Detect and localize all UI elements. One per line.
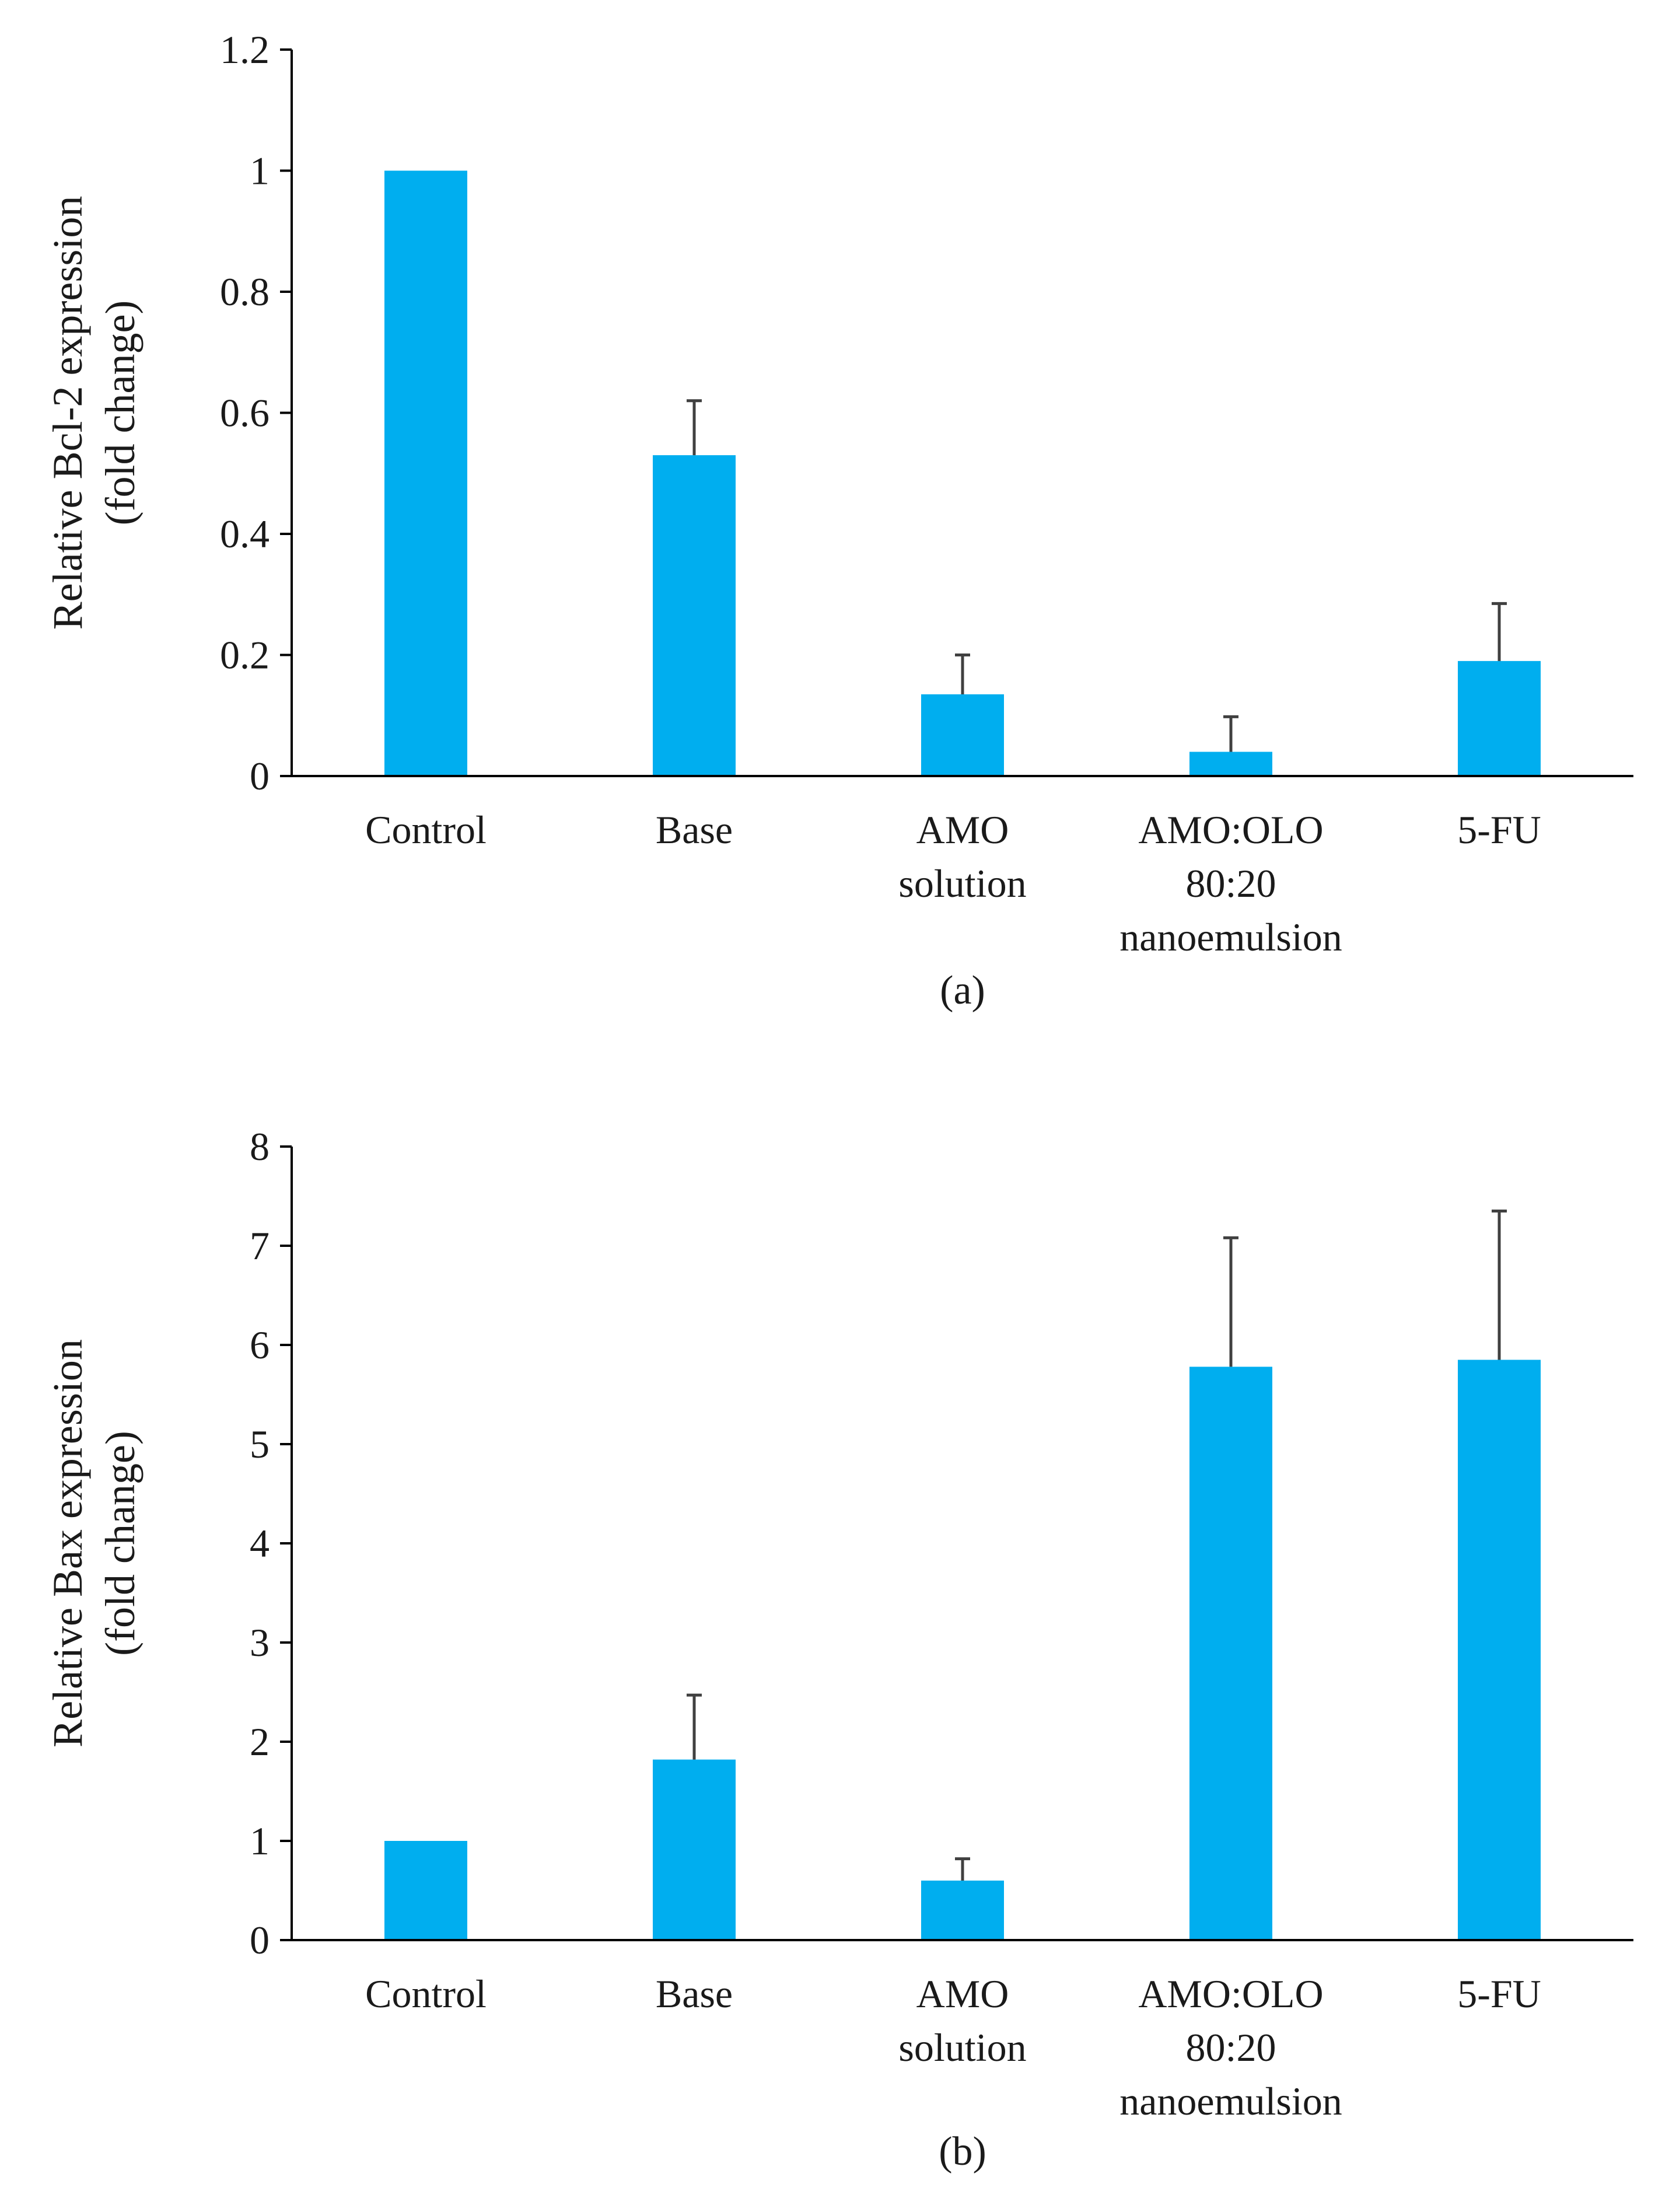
x-category-label: nanoemulsion xyxy=(1119,2079,1342,2123)
x-category-label: solution xyxy=(898,2025,1026,2070)
x-category-label: 80:20 xyxy=(1186,861,1276,906)
chart-panel-a: 0 0.2 0.4 0.6 0.8 1 1.2 Control Base AMO solution A… xyxy=(44,27,1633,1013)
error-bar-5 xyxy=(1492,602,1507,661)
bar-3 xyxy=(921,694,1004,776)
y-tick-label: 0.4 xyxy=(220,512,270,556)
x-category-label: solution xyxy=(898,861,1026,906)
panel-label: (b) xyxy=(939,2129,986,2174)
y-tick-label: 4 xyxy=(250,1521,270,1565)
error-bar-3 xyxy=(955,1857,970,1881)
y-axis-title: Relative Bax expression xyxy=(44,1339,91,1748)
bar-4 xyxy=(1189,752,1272,776)
y-tick-label: 1 xyxy=(250,149,270,193)
bar-1 xyxy=(384,1841,467,1940)
y-tick-label: 0.8 xyxy=(220,270,270,314)
y-tick-label: 3 xyxy=(250,1620,270,1665)
x-category-label: AMO xyxy=(916,1972,1009,2016)
x-category-label: nanoemulsion xyxy=(1119,915,1342,959)
y-tick-label: 2 xyxy=(250,1720,270,1764)
y-tick-label: 1.2 xyxy=(220,27,270,72)
error-bar-4 xyxy=(1223,1236,1238,1367)
error-bar-4 xyxy=(1223,715,1238,752)
y-tick-label: 8 xyxy=(250,1124,270,1169)
bar-5 xyxy=(1458,1360,1541,1940)
y-tick-label: 6 xyxy=(250,1323,270,1367)
bar-5 xyxy=(1458,661,1541,776)
y-tick-label: 7 xyxy=(250,1224,270,1268)
x-category-label: AMO xyxy=(916,808,1009,852)
error-bar-2 xyxy=(687,1693,702,1760)
panel-label: (a) xyxy=(940,968,985,1013)
x-category-label: AMO:OLO xyxy=(1138,1972,1323,2016)
bar-3 xyxy=(921,1881,1004,1940)
x-category-label: Base xyxy=(656,1972,733,2016)
error-bar-2 xyxy=(687,399,702,456)
y-tick-label: 0 xyxy=(250,754,270,798)
x-category-label: 5-FU xyxy=(1457,808,1541,852)
y-axis-title: (fold change) xyxy=(97,300,144,526)
y-tick-label: 1 xyxy=(250,1819,270,1863)
error-bar-3 xyxy=(955,654,970,694)
error-bar-5 xyxy=(1492,1210,1507,1360)
x-category-label: Control xyxy=(365,808,487,852)
y-tick-label: 0.2 xyxy=(220,633,270,677)
x-category-label: Base xyxy=(656,808,733,852)
bar-4 xyxy=(1189,1367,1272,1940)
x-category-label: Control xyxy=(365,1972,487,2016)
y-tick-label: 0.6 xyxy=(220,391,270,435)
y-axis-title: (fold change) xyxy=(97,1431,144,1656)
x-category-label: 80:20 xyxy=(1186,2025,1276,2070)
x-category-label: 5-FU xyxy=(1457,1972,1541,2016)
chart-panel-b: 0 1 2 3 4 5 6 7 8 Control Base AMO solution AMO:OLO 80… xyxy=(44,1124,1633,2174)
y-axis-title: Relative Bcl-2 expression xyxy=(44,196,91,630)
x-category-label: AMO:OLO xyxy=(1138,808,1323,852)
bar-2 xyxy=(653,455,736,776)
bar-1 xyxy=(384,170,467,776)
y-tick-label: 0 xyxy=(250,1918,270,1962)
bar-2 xyxy=(653,1759,736,1940)
y-tick-label: 5 xyxy=(250,1422,270,1466)
